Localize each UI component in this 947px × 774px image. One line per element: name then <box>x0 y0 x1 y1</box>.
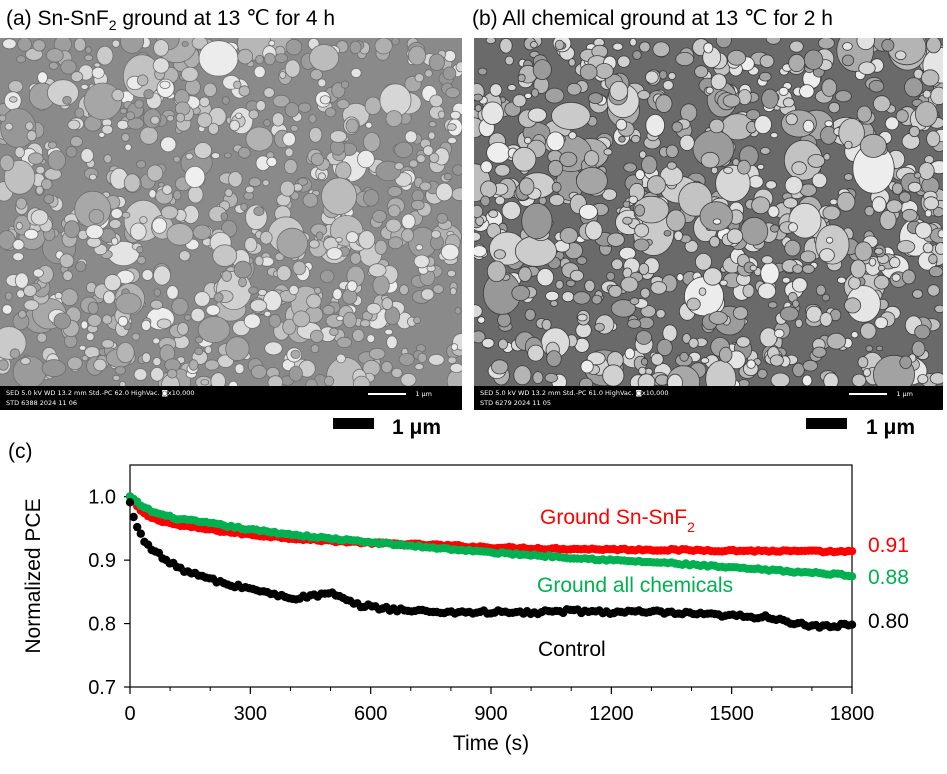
panel-a-title-subscript: 2 <box>108 17 117 34</box>
y-tick-label: 0.9 <box>88 550 116 572</box>
scale-bar-a <box>333 418 374 429</box>
data-point <box>847 572 857 581</box>
data-point <box>847 620 857 629</box>
series-ground-all-chemicals <box>125 492 857 581</box>
x-tick-label: 1500 <box>709 703 754 725</box>
sem-micrograph-b <box>474 38 943 410</box>
panel-b-title: (b) All chemical ground at 13 ℃ for 2 h <box>472 7 833 30</box>
x-tick-label: 1800 <box>830 703 875 725</box>
sem-inline-scale-text-a: 1 μm <box>415 390 432 398</box>
scale-bar-label-b: 1 μm <box>866 416 916 439</box>
y-tick-label: 0.8 <box>88 614 116 636</box>
y-tick-label: 1.0 <box>88 487 116 509</box>
panel-a-title: (a) Sn-SnF2 ground at 13 ℃ for 4 h <box>6 6 335 33</box>
panel-a-title-prefix: (a) Sn-SnF <box>6 7 109 30</box>
data-point <box>847 547 857 556</box>
x-tick-label: 1200 <box>589 703 634 725</box>
sem-info-row1-b: SED 5.0 kV WD 13.2 mm Std.-PC 61.0 HighV… <box>480 389 669 397</box>
sem-info-row2-a: STD 6388 2024 11 06 <box>6 399 77 407</box>
series-control <box>125 498 857 632</box>
y-axis-label: Normalized PCE <box>22 498 45 653</box>
data-point <box>125 498 135 507</box>
x-tick-label: 300 <box>234 703 267 725</box>
panel-c-label: (c) <box>8 440 33 463</box>
sem-image-a: SED 5.0 kV WD 13.2 mm Std.-PC 62.0 HighV… <box>0 38 462 410</box>
series-label-ground-sn-snf2: Ground Sn-SnF2 <box>540 506 695 535</box>
sem-info-bar-b: SED 5.0 kV WD 13.2 mm Std.-PC 61.0 HighV… <box>474 386 943 410</box>
sem-inline-scale-line-a <box>368 393 406 395</box>
panel-a-title-suffix: ground at 13 ℃ for 4 h <box>116 7 336 30</box>
sem-info-bar-a: SED 5.0 kV WD 13.2 mm Std.-PC 62.0 HighV… <box>0 386 462 410</box>
sem-info-row1-a: SED 5.0 kV WD 13.2 mm Std.-PC 62.0 HighV… <box>6 389 195 397</box>
scale-bar-b <box>806 418 847 429</box>
sem-inline-scale-text-b: 1 μm <box>896 390 913 398</box>
series-label-control: Control <box>538 638 606 661</box>
data-point <box>129 512 138 522</box>
plot-frame <box>129 464 853 688</box>
end-value-ground-sn-snf2: 0.91 <box>868 534 909 557</box>
data-point <box>133 522 142 532</box>
x-tick-label: 0 <box>124 703 135 725</box>
end-value-control: 0.80 <box>868 610 909 633</box>
x-tick-label: 900 <box>474 703 507 725</box>
sem-micrograph-a <box>0 38 462 410</box>
y-tick-label: 0.7 <box>88 677 116 699</box>
sem-inline-scale-line-b <box>849 393 887 395</box>
end-value-ground-all-chemicals: 0.88 <box>868 566 909 589</box>
sem-info-row2-b: STD 6279 2024 11 05 <box>480 399 551 407</box>
scale-bar-label-a: 1 μm <box>392 416 442 439</box>
sem-image-b: SED 5.0 kV WD 13.2 mm Std.-PC 61.0 HighV… <box>474 38 943 410</box>
series-label-ground-all-chemicals: Ground all chemicals <box>537 574 733 597</box>
x-tick-label: 600 <box>354 703 387 725</box>
x-axis-label: Time (s) <box>453 732 529 755</box>
pce-stability-chart: 0 300 600 900 1200 1500 1800 0.7 0.8 0.9 1.0 Time (… <box>22 464 909 755</box>
data-point <box>136 529 145 538</box>
